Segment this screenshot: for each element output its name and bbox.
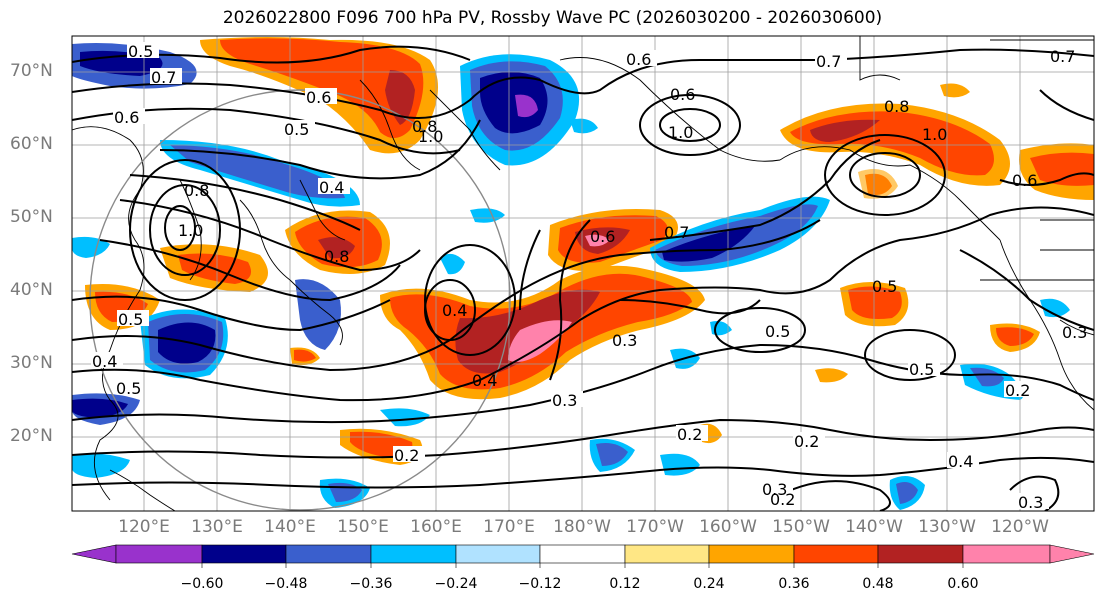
- contour-label: 0.4: [948, 452, 973, 471]
- colorbar-tick-label: −0.24: [434, 576, 478, 592]
- lon-label: 140°E: [264, 517, 316, 537]
- colorbar-tick-label: 0.60: [947, 576, 979, 592]
- colorbar-tick-label: −0.60: [180, 576, 224, 592]
- contour-label: 0.8: [324, 247, 349, 266]
- map-title: 2026022800 F096 700 hPa PV, Rossby Wave …: [222, 8, 883, 28]
- contour-label: 0.4: [92, 352, 117, 371]
- contour-label: 1.0: [668, 123, 693, 142]
- contour-label: 0.5: [116, 379, 141, 398]
- lon-label: 170°E: [483, 517, 535, 537]
- lon-label: 150°E: [337, 517, 389, 537]
- colorbar-tick-label: 0.12: [609, 576, 641, 592]
- graticule: [72, 36, 1094, 511]
- lon-label: 120°W: [991, 517, 1049, 537]
- lon-label: 130°E: [191, 517, 243, 537]
- reference-circle: [89, 89, 511, 511]
- colorbar-tick-label: −0.36: [349, 576, 393, 592]
- lon-label: 120°E: [118, 517, 170, 537]
- lon-label: 160°W: [699, 517, 757, 537]
- contour-label: 0.6: [670, 85, 695, 104]
- contour-label: 0.3: [552, 391, 577, 410]
- lon-label: 140°W: [845, 517, 903, 537]
- colorbar-tick-label: 0.24: [693, 576, 725, 592]
- lat-label: 50°N: [10, 207, 53, 227]
- map-frame: [71, 35, 1095, 512]
- pv-contours: [72, 45, 1094, 511]
- contour-label: 0.2: [394, 446, 419, 465]
- contour-label: 0.3: [1018, 493, 1043, 512]
- contour-label: 0.3: [612, 331, 637, 350]
- contour-label: 0.8: [184, 181, 209, 200]
- lon-label: 160°E: [410, 517, 462, 537]
- contour-label: 0.7: [1050, 47, 1075, 66]
- contour-label: 0.7: [664, 223, 689, 242]
- lat-label: 30°N: [10, 353, 53, 373]
- contour-label: 0.8: [884, 97, 909, 116]
- contour-label: 0.5: [765, 322, 790, 341]
- contour-label: 1.0: [922, 125, 947, 144]
- contour-label: 0.4: [442, 301, 467, 320]
- coastlines: [72, 36, 1094, 511]
- contour-label: 1.0: [418, 127, 443, 146]
- lon-label: 130°W: [918, 517, 976, 537]
- contour-label: 0.3: [762, 480, 787, 499]
- contour-label: 0.8: [412, 117, 437, 136]
- contour-label: 0.3: [1062, 323, 1087, 342]
- contour-label: 0.7: [151, 68, 176, 87]
- contour-label-layer: 0.5 0.7 0.6 0.6 0.5 0.4 0.8 0.6 1.0 0.6 …: [91, 42, 1087, 512]
- contour-label: 0.7: [816, 52, 841, 71]
- lat-label: 60°N: [10, 134, 53, 154]
- lon-label: 150°W: [772, 517, 830, 537]
- colorbar-tick-label: 0.36: [778, 576, 810, 592]
- contour-label: 0.5: [909, 360, 934, 379]
- lon-label: 170°W: [626, 517, 684, 537]
- colorbar-tick-label: −0.12: [518, 576, 562, 592]
- contour-label: 0.5: [872, 277, 897, 296]
- contour-label: 0.6: [590, 227, 615, 246]
- colorbar-tick-label: 0.48: [862, 576, 894, 592]
- contour-label: 0.5: [128, 42, 153, 61]
- lat-label: 40°N: [10, 280, 53, 300]
- colorbar: [71, 544, 1095, 568]
- lat-label: 20°N: [10, 426, 53, 446]
- lon-label: 180°W: [553, 517, 611, 537]
- contour-label: 0.2: [794, 432, 819, 451]
- contour-label: 0.2: [1005, 381, 1030, 400]
- map-field: 0.5 0.7 0.6 0.6 0.5 0.4 0.8 0.6 1.0 0.6 …: [72, 36, 1094, 512]
- contour-label: 0.6: [1012, 171, 1037, 190]
- contour-label: 0.6: [626, 50, 651, 69]
- contour-label: 0.5: [284, 120, 309, 139]
- contour-label: 0.6: [306, 88, 331, 107]
- lat-label: 70°N: [10, 61, 53, 81]
- contour-label: 0.4: [472, 371, 497, 390]
- contour-label: 0.4: [319, 178, 344, 197]
- contour-label: 0.6: [114, 108, 139, 127]
- contour-label: 0.2: [677, 425, 702, 444]
- shading-layer: [72, 37, 1094, 510]
- contour-label: 0.5: [118, 310, 143, 329]
- contour-label: 0.2: [770, 490, 795, 509]
- contour-label: 1.0: [178, 221, 203, 240]
- colorbar-tick-label: −0.48: [264, 576, 308, 592]
